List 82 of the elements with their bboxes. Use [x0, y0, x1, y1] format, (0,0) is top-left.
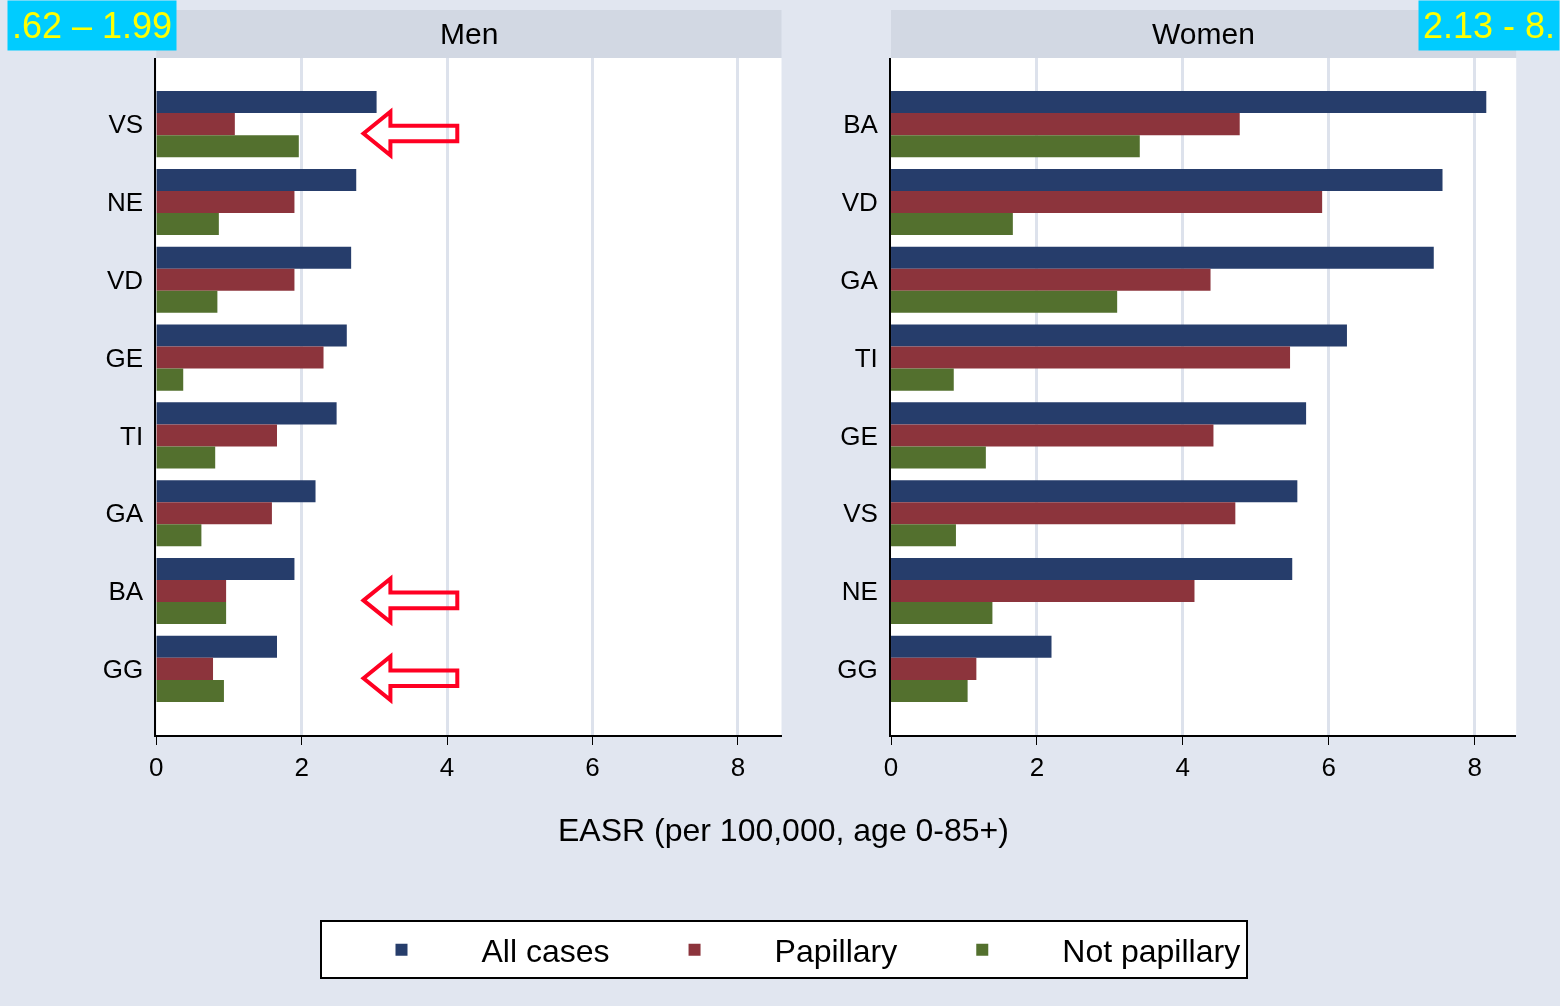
bar [891, 580, 1195, 603]
bar [891, 290, 1118, 313]
x-tick-label: 0 [149, 752, 164, 783]
y-tick-label: GA [840, 264, 879, 295]
bar [891, 190, 1323, 213]
bar [891, 424, 1214, 447]
y-tick-label: BA [843, 109, 879, 140]
x-tick-label: 6 [585, 752, 600, 783]
bar [891, 368, 954, 391]
x-tick-label: 6 [1321, 752, 1336, 783]
x-tick-label: 2 [1029, 752, 1045, 783]
y-tick-label: GE [105, 342, 144, 373]
y-tick-label: GE [840, 420, 878, 451]
bar [891, 657, 977, 680]
bar [156, 168, 357, 191]
bar [156, 113, 235, 136]
y-tick-label: VS [843, 498, 878, 529]
bar [156, 657, 214, 680]
bar [156, 480, 316, 503]
x-tick-label: 4 [439, 752, 455, 783]
x-tick-label: 4 [1175, 752, 1191, 783]
bar [891, 135, 1140, 158]
chart-title: Women [1152, 17, 1255, 50]
bar [156, 635, 277, 658]
bar [891, 268, 1211, 291]
bar [156, 679, 224, 702]
bar [156, 290, 218, 313]
text: .62 – 1.99 [12, 5, 173, 46]
y-tick-label: VD [107, 264, 144, 295]
y-tick-label: TI [120, 420, 144, 451]
bar [156, 424, 277, 447]
bar [156, 446, 216, 469]
bar [891, 91, 1487, 114]
bar [891, 246, 1434, 269]
bar [156, 602, 227, 625]
bar [156, 268, 295, 291]
x-tick-label: 0 [883, 752, 899, 783]
bar [156, 580, 227, 603]
x-tick-label: 8 [1467, 752, 1482, 783]
x-tick-label: 8 [730, 752, 746, 783]
bar [891, 480, 1298, 503]
bar [156, 91, 377, 114]
bar [156, 346, 324, 369]
bar [156, 135, 299, 158]
y-tick-label: GG [837, 653, 878, 684]
legend-label: Not papillary [1062, 933, 1241, 970]
legend-label: All cases [481, 933, 610, 970]
bar [891, 402, 1307, 425]
x-axis-title: EASR (per 100,000, age 0-85+) [558, 812, 1009, 848]
bar [156, 246, 352, 269]
bar [891, 679, 968, 702]
bar [891, 557, 1293, 581]
bar [891, 168, 1443, 191]
text: 2.13 - 8. [1423, 5, 1556, 46]
y-tick-label: BA [108, 576, 144, 607]
bar [156, 368, 184, 391]
bar [891, 502, 1236, 525]
bar [891, 635, 1052, 658]
y-tick-label: VS [108, 109, 144, 140]
bar [156, 324, 347, 347]
chart-title: Men [440, 17, 499, 50]
y-tick-label: NE [841, 576, 878, 607]
x-tick-label: 2 [294, 752, 309, 783]
y-tick-label: NE [107, 187, 144, 218]
y-tick-label: TI [854, 342, 878, 373]
bar [891, 602, 993, 625]
y-tick-label: GA [105, 498, 144, 529]
legend-label: Papillary [774, 933, 898, 970]
bar [156, 212, 219, 236]
bar [156, 402, 337, 425]
bar [891, 324, 1347, 347]
bar [891, 524, 956, 547]
y-tick-label: GG [102, 653, 144, 684]
bar [891, 346, 1291, 369]
bar [156, 524, 202, 547]
bar [891, 212, 1013, 236]
bar [156, 557, 295, 581]
y-tick-label: VD [841, 187, 878, 218]
bar [156, 190, 295, 213]
bar [891, 446, 986, 469]
bar [891, 113, 1240, 136]
bar [156, 502, 272, 525]
